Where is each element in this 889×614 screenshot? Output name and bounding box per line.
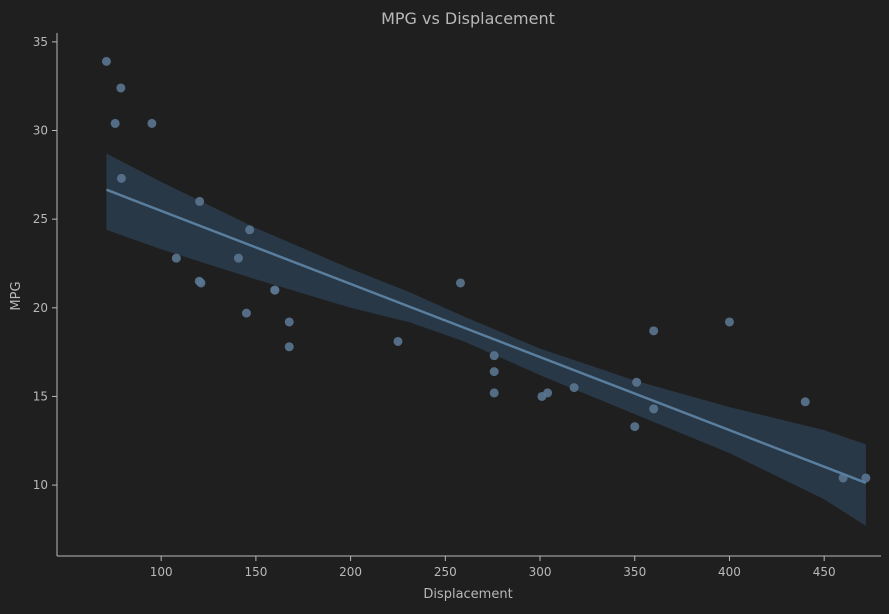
regression-line [105,188,867,484]
data-point [800,397,810,407]
data-point [171,253,181,263]
data-point [147,118,157,128]
data-point [649,404,659,414]
x-axis-label: Displacement [423,587,512,602]
scatter-points-layer [101,56,871,483]
data-point [489,367,499,377]
y-tick-label: 35 [33,35,48,49]
data-point [649,326,659,336]
data-point [284,342,294,352]
y-ticks-layer: 10 15 20 25 30 35 [33,35,57,492]
data-point [632,377,642,387]
x-tick-label: 100 [150,565,173,579]
data-point [195,196,205,206]
data-point [101,56,111,66]
axes-layer [56,33,881,557]
regression-line-layer [105,188,867,484]
data-point [724,317,734,327]
data-point [489,388,499,398]
data-point [284,317,294,327]
y-tick-label: 20 [33,301,48,315]
x-tick-label: 350 [623,565,646,579]
data-point [455,278,465,288]
x-tick-label: 300 [529,565,552,579]
confidence-band-layer [106,153,866,526]
data-point [569,383,579,393]
y-tick-label: 25 [33,212,48,226]
y-axis-label: MPG [9,281,24,310]
chart-title: MPG vs Displacement [381,9,555,28]
data-point [241,308,251,318]
data-point [245,225,255,235]
data-point [270,285,280,295]
y-tick-label: 15 [33,389,48,403]
data-point [393,336,403,346]
data-point [116,173,126,183]
confidence-band [106,153,866,526]
x-tick-label: 200 [339,565,362,579]
data-point [543,388,553,398]
y-tick-label: 10 [33,478,48,492]
data-point [630,422,640,432]
data-point [196,278,206,288]
y-tick-label: 30 [33,124,48,138]
data-point [489,351,499,361]
data-point [861,473,871,483]
x-tick-label: 400 [718,565,741,579]
data-point [116,83,126,93]
data-point [110,118,120,128]
x-tick-label: 250 [434,565,457,579]
x-ticks-layer: 100 150 200 250 300 350 400 450 [150,556,836,579]
x-tick-label: 150 [244,565,267,579]
data-point [233,253,243,263]
x-tick-label: 450 [813,565,836,579]
